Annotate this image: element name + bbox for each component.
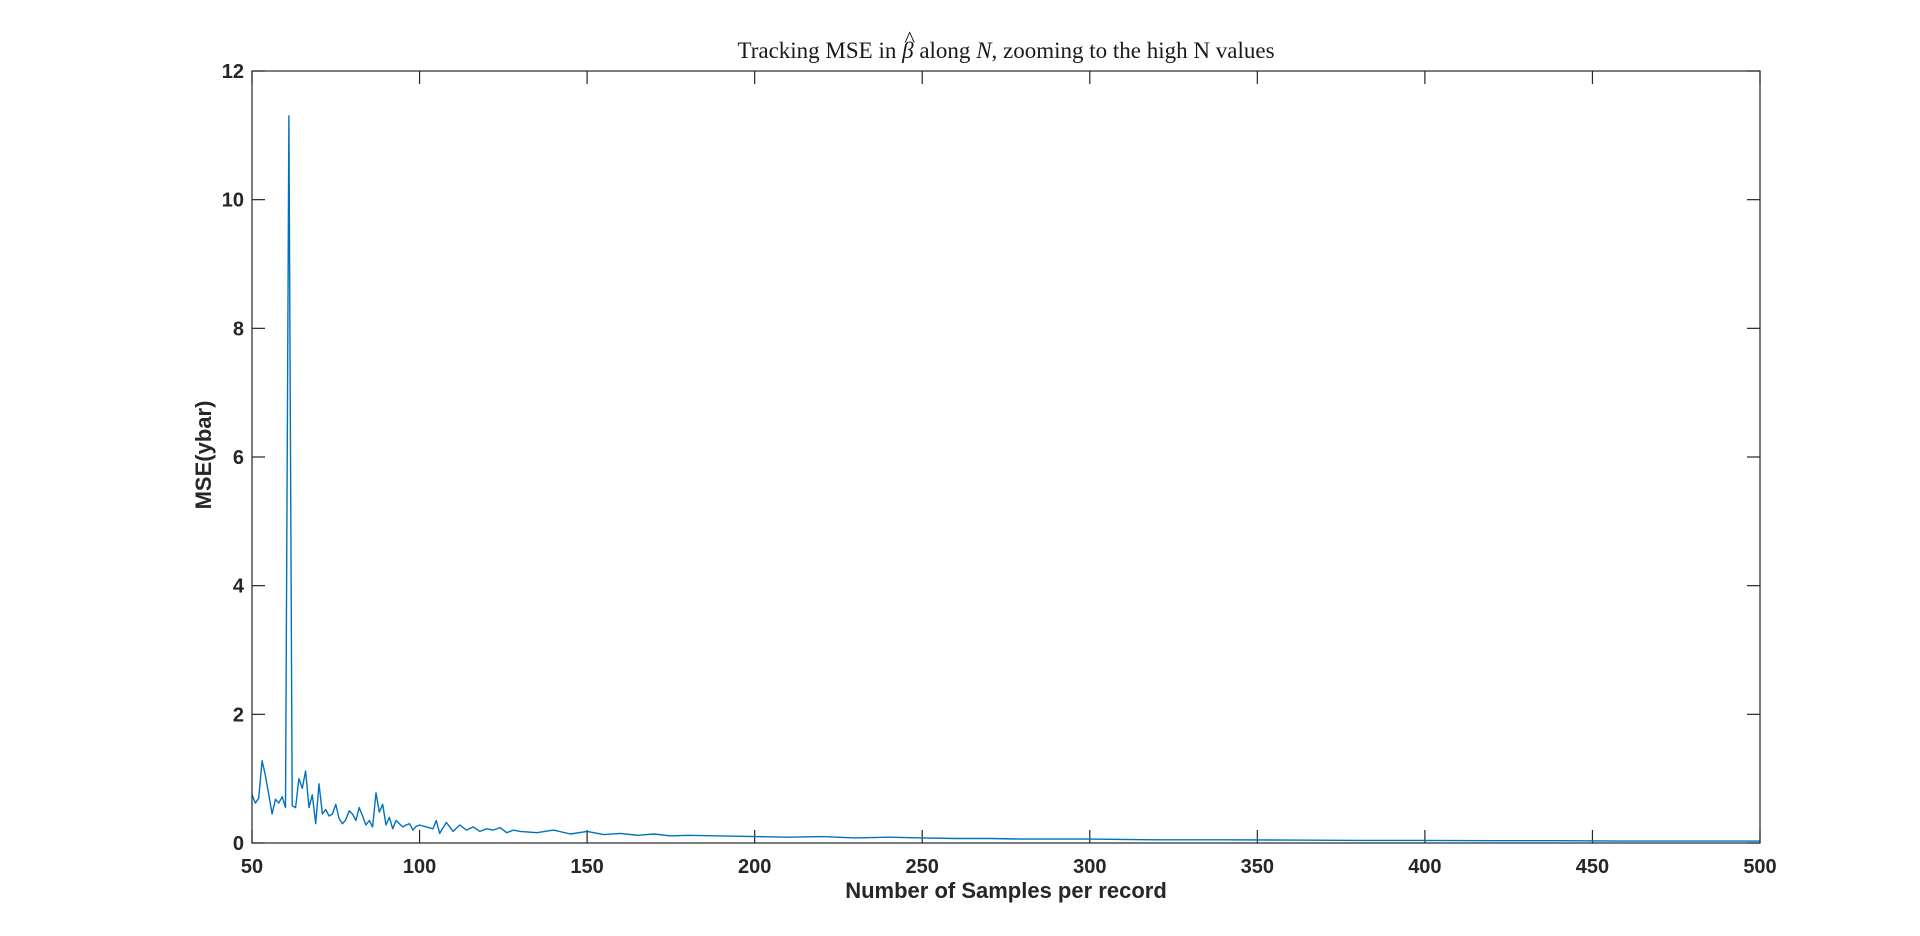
y-tick-label: 12 [222,61,244,83]
tick-labels: 50 100 150 200 250 300 350 400 450 500 0 2 4 6 8 10 12 [222,61,1777,878]
title-beta: β [901,38,914,63]
y-axis-label: MSE(ybar) [191,401,216,510]
series-line-0 [251,115,1760,842]
title-n: N [975,38,993,63]
x-tick-label: 350 [1241,856,1274,878]
x-tick-label: 250 [906,856,939,878]
y-tick-label: 6 [233,447,244,469]
title-post: , zooming to the high N values [992,38,1275,63]
x-tick-label: 150 [570,856,603,878]
axis-ticks [251,70,1761,844]
y-tick-label: 0 [233,833,244,855]
series-layer [251,115,1760,842]
y-tick-label: 8 [233,318,244,340]
x-tick-label: 200 [738,856,771,878]
y-tick-label: 4 [233,576,245,598]
x-tick-label: 450 [1576,856,1609,878]
x-tick-label: 100 [403,856,436,878]
plot-area-border [251,70,1761,844]
title-hat: ^ [904,27,915,52]
y-tick-label: 10 [222,190,244,212]
chart-title: Tracking MSE in β along N, zooming to th… [737,38,1274,63]
y-tick-label: 2 [233,704,244,726]
title-mid: along [914,38,977,63]
x-tick-label: 300 [1073,856,1106,878]
x-tick-label: 400 [1408,856,1441,878]
title-pre: Tracking MSE in [737,38,902,63]
x-tick-label: 50 [241,856,263,878]
x-axis-label: Number of Samples per record [845,878,1167,903]
x-tick-label: 500 [1743,856,1776,878]
